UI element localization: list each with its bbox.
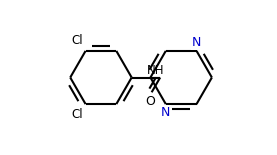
Text: N: N	[161, 106, 171, 119]
Text: Cl: Cl	[71, 108, 83, 121]
Text: O: O	[145, 95, 155, 108]
Text: Cl: Cl	[71, 34, 83, 47]
Text: N: N	[192, 36, 201, 49]
Text: NH: NH	[147, 64, 164, 77]
